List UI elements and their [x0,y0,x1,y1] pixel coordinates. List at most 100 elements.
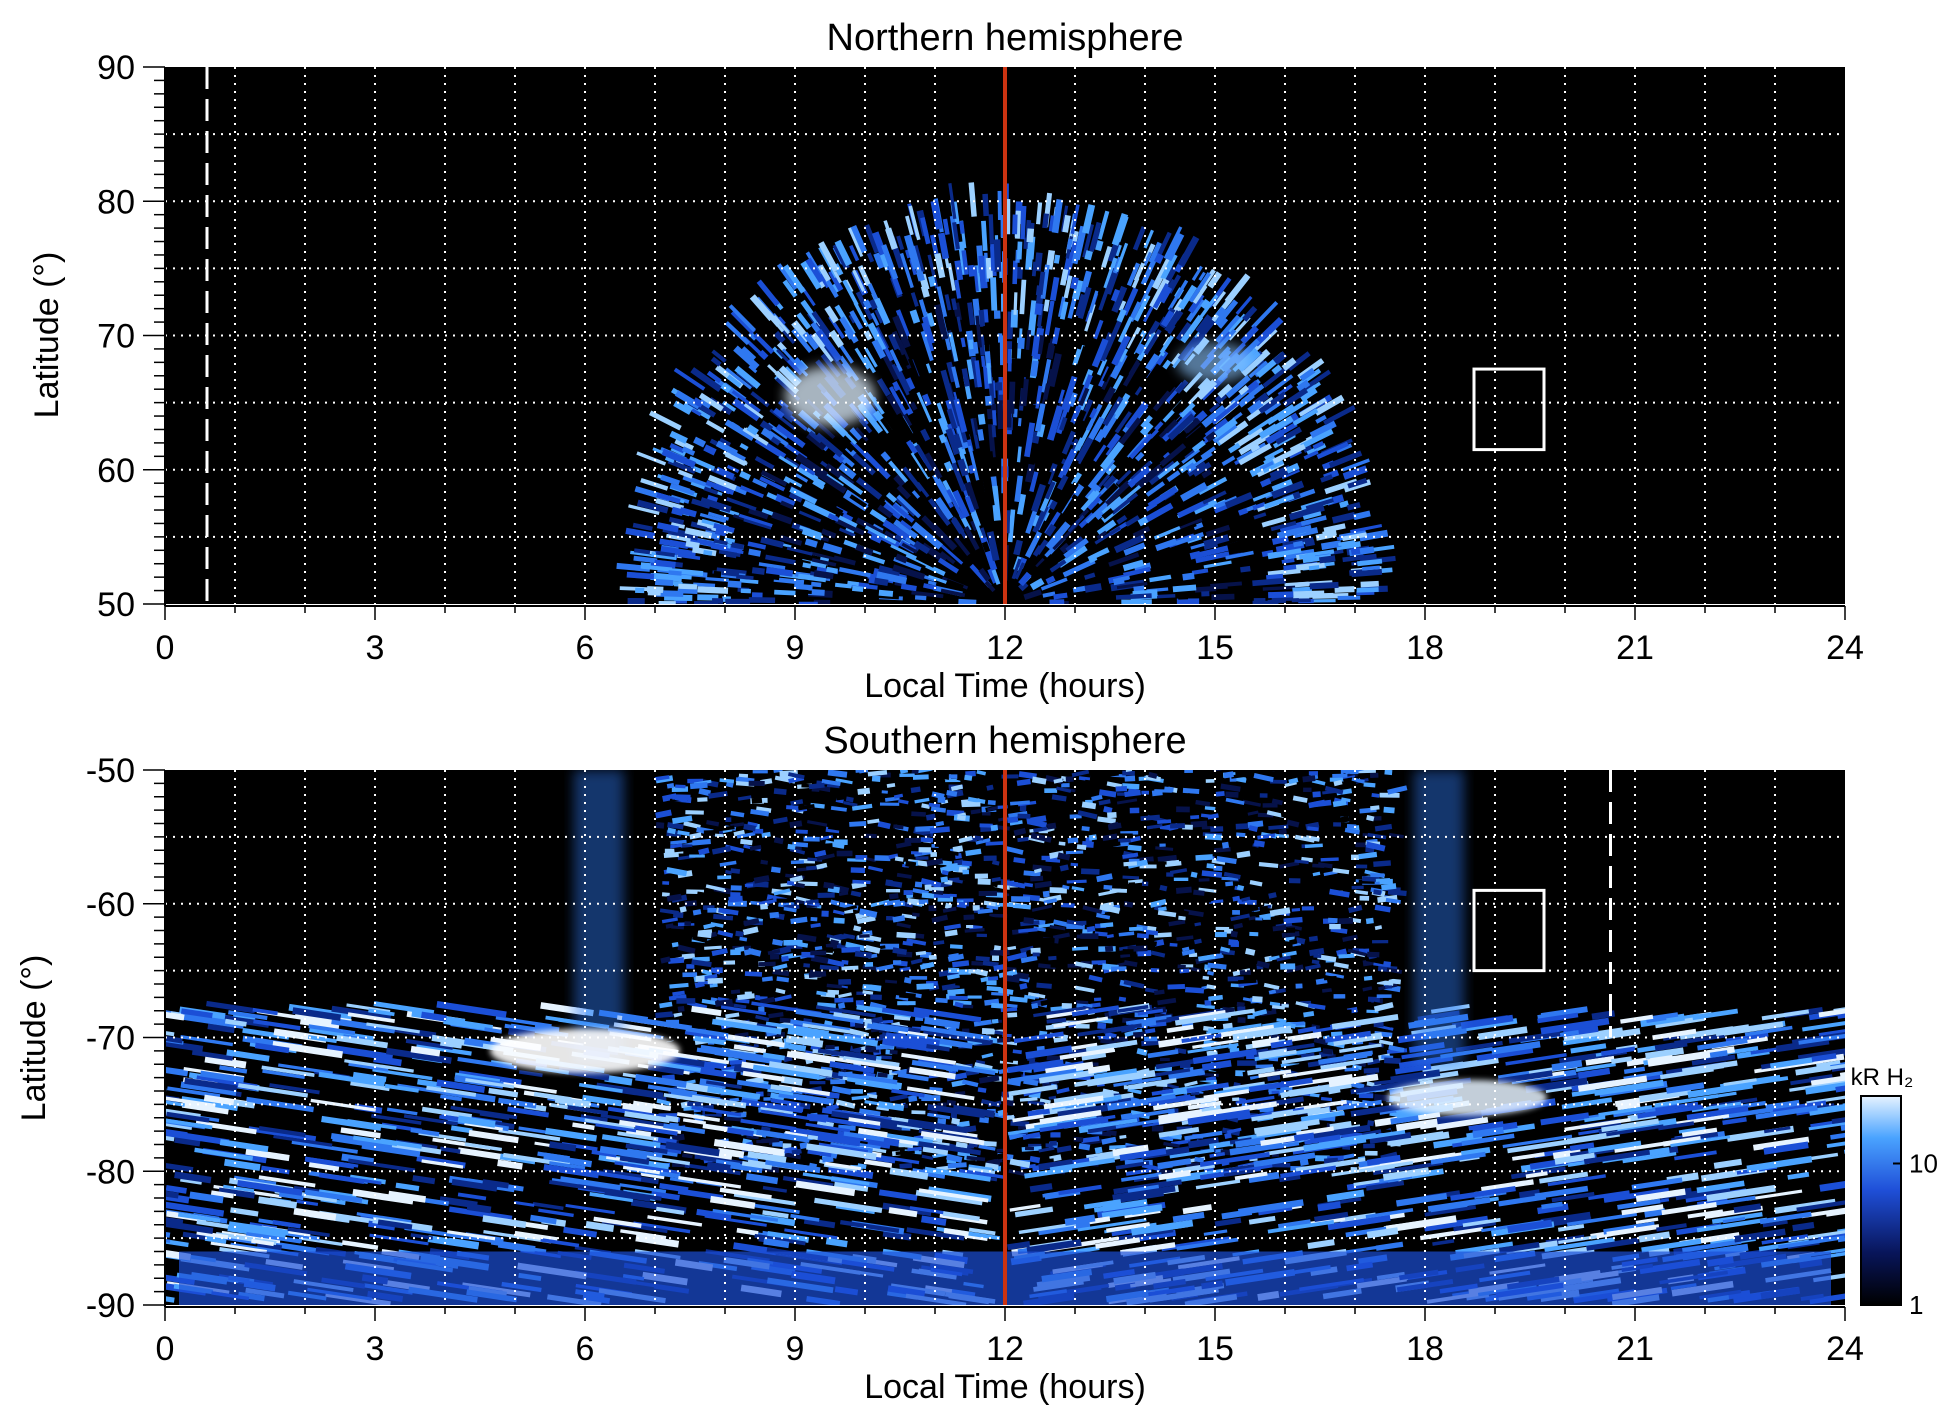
emission-streak [736,574,754,580]
emission-streak [1282,387,1309,408]
emission-streak [892,915,906,923]
emission-streak [820,1066,832,1073]
emission-streak [770,1098,801,1107]
emission-streak [880,451,891,462]
emission-streak [1218,1164,1273,1176]
emission-streak [368,1220,396,1231]
emission-streak [925,363,932,374]
emission-streak [769,435,781,446]
emission-streak [369,1233,429,1246]
emission-streak [1066,879,1087,884]
emission-streak [1188,272,1211,303]
emission-streak [1008,1169,1027,1177]
emission-streak [839,1050,877,1061]
emission-streak [245,1148,290,1162]
x-tick-label: 6 [576,629,595,667]
emission-streak [1022,1131,1041,1140]
emission-streak [404,1226,467,1240]
emission-streak [1123,979,1145,989]
emission-streak [654,775,670,781]
emission-streak [818,241,839,273]
emission-streak [1042,591,1056,598]
emission-streak [1208,899,1224,904]
emission-streak [841,965,859,971]
emission-streak [945,428,960,456]
emission-streak [1007,1058,1064,1074]
emission-streak [968,339,975,350]
emission-streak [681,446,696,456]
emission-streak [1585,1055,1615,1066]
emission-streak [1138,897,1147,904]
emission-streak [1038,1146,1055,1153]
emission-streak [1324,785,1344,795]
emission-streak [905,377,916,391]
emission-streak [1061,412,1073,431]
emission-streak [849,1045,862,1054]
emission-streak [1805,1082,1845,1095]
emission-streak [1320,1096,1333,1102]
emission-streak [677,944,696,954]
emission-streak [1045,523,1057,537]
emission-streak [1216,855,1237,865]
emission-streak [888,386,908,416]
emission-streak [1192,1048,1258,1065]
emission-streak [797,573,827,583]
emission-streak [1039,937,1055,944]
emission-streak [1027,992,1046,999]
emission-streak [1175,886,1192,894]
emission-streak [1744,1025,1793,1037]
emission-streak [809,1162,818,1168]
emission-streak [1332,868,1350,875]
emission-streak [1837,1237,1845,1243]
emission-streak [931,524,958,551]
emission-streak [778,455,798,469]
emission-streak [760,1109,827,1123]
emission-streak [819,1116,881,1130]
emission-streak [826,983,842,989]
emission-streak [787,357,805,376]
emission-streak [1006,951,1028,962]
emission-streak [498,1128,561,1142]
emission-streak [1033,826,1048,833]
emission-streak [1238,443,1272,466]
emission-streak [981,1098,1001,1108]
emission-streak [633,555,658,564]
emission-streak [809,551,840,562]
emission-streak [852,879,871,885]
emission-streak [991,1002,1006,1009]
emission-streak [1014,475,1023,503]
emission-streak [664,456,675,464]
emission-streak [1221,841,1230,849]
emission-streak [1086,492,1104,511]
emission-streak [1309,581,1339,590]
emission-streak [763,962,780,971]
emission-streak [885,492,898,503]
emission-streak [1675,1185,1731,1201]
emission-streak [772,969,790,977]
emission-streak [888,460,909,483]
emission-streak [1269,907,1291,917]
emission-streak [1365,841,1386,852]
emission-streak [1309,1093,1320,1098]
emission-streak [450,1105,518,1120]
emission-streak [910,958,924,965]
emission-streak [1342,458,1370,472]
emission-streak [669,982,689,989]
emission-streak [1111,484,1142,510]
emission-streak [632,522,653,532]
emission-streak [1282,1065,1347,1079]
emission-streak [707,977,723,984]
emission-streak [872,384,895,414]
emission-streak [1111,285,1128,313]
emission-streak [961,860,972,867]
emission-streak [1157,819,1172,824]
emission-streak [1167,324,1176,335]
emission-streak [1339,805,1360,814]
emission-streak [1347,800,1364,808]
emission-streak [1336,1099,1383,1111]
emission-streak [1038,1159,1074,1171]
emission-streak [1098,799,1111,806]
emission-streak [1143,229,1154,249]
emission-streak [1687,1209,1724,1219]
x-tick-label: 9 [786,629,805,667]
